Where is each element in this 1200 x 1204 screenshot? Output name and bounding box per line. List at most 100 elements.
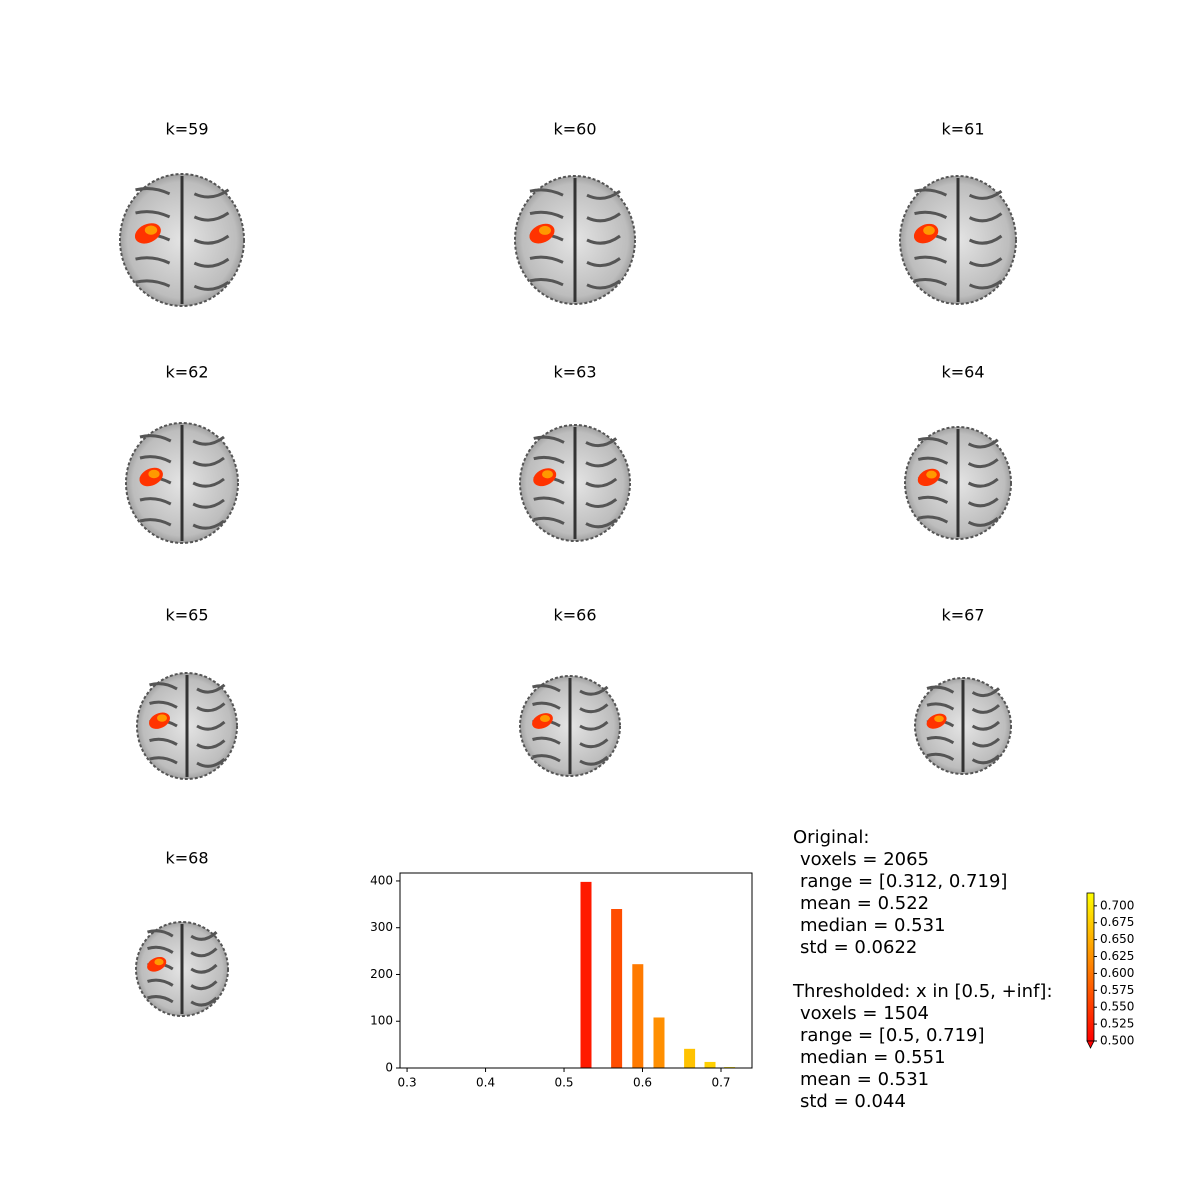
activation bbox=[923, 225, 935, 235]
gyrus bbox=[914, 277, 948, 287]
activation bbox=[539, 225, 551, 235]
colorbar-tick-label: 0.625 bbox=[1100, 949, 1134, 963]
gyrus bbox=[579, 755, 609, 766]
stats-line: mean = 0.531 bbox=[800, 1069, 929, 1090]
gyrus bbox=[971, 720, 1001, 731]
gyrus bbox=[917, 436, 949, 446]
gyrus bbox=[917, 456, 949, 465]
gyrus bbox=[190, 963, 218, 974]
brain-slice bbox=[914, 677, 1012, 775]
colorbar-tick-label: 0.500 bbox=[1100, 1034, 1134, 1048]
stats-line: std = 0.044 bbox=[800, 1091, 906, 1112]
gyrus bbox=[579, 685, 609, 696]
gyrus bbox=[193, 257, 230, 268]
bar bbox=[684, 1048, 696, 1068]
gyrus bbox=[192, 456, 225, 467]
gyrus bbox=[135, 256, 171, 265]
brain-slice bbox=[904, 426, 1012, 540]
bar bbox=[653, 1017, 665, 1068]
stats-line: range = [0.312, 0.719] bbox=[800, 871, 1007, 892]
stats-heading: Thresholded: x in [0.5, +inf]: bbox=[792, 981, 1053, 1002]
gyrus bbox=[149, 700, 178, 709]
gyrus bbox=[914, 188, 948, 197]
gyrus bbox=[193, 211, 230, 222]
gyrus bbox=[147, 945, 174, 954]
colorbar-tick-label: 0.700 bbox=[1100, 898, 1134, 912]
gyrus bbox=[147, 995, 174, 1004]
gyrus bbox=[135, 210, 171, 219]
gyrus bbox=[139, 455, 172, 464]
activation bbox=[542, 470, 553, 479]
activation bbox=[144, 225, 158, 235]
gyrus bbox=[971, 704, 1001, 714]
y-tick-label: 400 bbox=[370, 873, 393, 887]
gyrus bbox=[147, 978, 174, 987]
gyrus bbox=[196, 720, 226, 731]
brain-slice bbox=[519, 675, 621, 777]
brain-slice bbox=[514, 175, 636, 305]
gyrus bbox=[532, 701, 561, 710]
slice-title: k=64 bbox=[941, 363, 984, 382]
stats-line: std = 0.0622 bbox=[800, 937, 917, 958]
slice-title: k=59 bbox=[165, 120, 208, 139]
stats-line: voxels = 2065 bbox=[800, 849, 929, 870]
x-tick-label: 0.3 bbox=[398, 1076, 417, 1090]
gyrus bbox=[579, 720, 609, 731]
gyrus bbox=[968, 257, 1003, 268]
bar bbox=[704, 1061, 716, 1068]
gyrus bbox=[533, 455, 565, 465]
gyrus bbox=[529, 210, 564, 219]
gyrus bbox=[971, 687, 1001, 698]
colorbar-tick-label: 0.600 bbox=[1100, 966, 1134, 980]
brain-slice bbox=[519, 424, 631, 542]
stats-line: mean = 0.522 bbox=[800, 893, 929, 914]
stats-line: median = 0.551 bbox=[800, 1047, 946, 1068]
gyrus bbox=[533, 516, 565, 525]
gyrus bbox=[579, 738, 609, 749]
gyrus bbox=[585, 477, 618, 488]
gyrus bbox=[533, 496, 565, 505]
gyrus bbox=[967, 497, 999, 508]
slice-title: k=63 bbox=[553, 363, 596, 382]
activation bbox=[540, 715, 550, 722]
gyrus bbox=[529, 188, 564, 197]
y-tick-label: 0 bbox=[385, 1061, 393, 1075]
gyrus bbox=[149, 737, 178, 746]
slice-title: k=68 bbox=[165, 849, 208, 868]
gyrus bbox=[190, 930, 218, 941]
gyrus bbox=[926, 702, 955, 711]
slice-title: k=61 bbox=[941, 120, 984, 139]
gyrus bbox=[532, 684, 561, 693]
gyrus bbox=[139, 518, 172, 527]
stats-line: median = 0.531 bbox=[800, 915, 946, 936]
gyrus bbox=[586, 257, 621, 268]
colorbar-tick-label: 0.550 bbox=[1100, 1000, 1134, 1014]
gyrus bbox=[585, 518, 618, 529]
x-tick-label: 0.7 bbox=[711, 1076, 730, 1090]
gyrus bbox=[196, 702, 226, 713]
activation bbox=[926, 470, 937, 479]
gyrus bbox=[147, 929, 174, 938]
gyrus bbox=[968, 279, 1003, 290]
gyrus bbox=[968, 212, 1003, 223]
gyrus bbox=[532, 736, 561, 745]
activation bbox=[154, 958, 164, 966]
slice-title: k=60 bbox=[553, 120, 596, 139]
gyrus bbox=[971, 737, 1001, 748]
gyrus bbox=[926, 735, 955, 745]
gyrus bbox=[968, 234, 1003, 245]
gyrus bbox=[914, 255, 948, 264]
gyrus bbox=[533, 435, 565, 444]
gyrus bbox=[586, 212, 621, 223]
gyrus bbox=[926, 685, 955, 694]
gyrus bbox=[914, 210, 948, 219]
gyrus bbox=[192, 435, 225, 446]
y-tick-label: 100 bbox=[370, 1014, 393, 1028]
activation bbox=[148, 469, 160, 479]
gyrus bbox=[135, 186, 171, 196]
gyrus bbox=[967, 477, 999, 488]
slice-title: k=67 bbox=[941, 606, 984, 625]
gyrus bbox=[139, 497, 172, 506]
gyrus bbox=[586, 234, 621, 245]
